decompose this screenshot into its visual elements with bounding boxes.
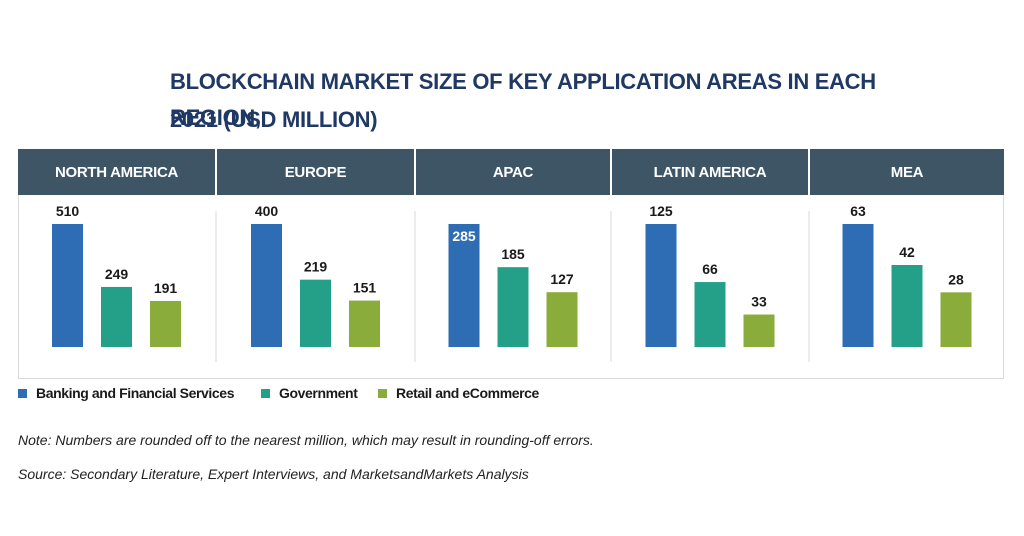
region-header-europe: EUROPE: [284, 163, 347, 181]
data-label-latin-america-retail: 33: [751, 294, 767, 310]
region-header-latin-america: LATIN AMERICA: [653, 163, 767, 181]
bar-apac-government: [497, 267, 529, 347]
bar-north-america-government: [101, 286, 132, 347]
bar-north-america-banking: [52, 224, 83, 347]
bar-latin-america-banking: [645, 224, 677, 347]
bar-latin-america-retail: [743, 314, 775, 347]
data-label-mea-retail: 28: [948, 271, 964, 287]
chart-title-line1: BLOCKCHAIN MARKET SIZE OF KEY APPLICATIO…: [170, 69, 876, 130]
bar-europe-retail: [349, 300, 380, 347]
region-header-divider: [414, 149, 416, 195]
data-label-mea-banking: 63: [850, 203, 866, 219]
region-header-north-america: NORTH AMERICA: [54, 163, 179, 181]
data-label-apac-banking: 285: [452, 228, 476, 244]
legend-item-retail: Retail and eCommerce: [378, 385, 539, 401]
bar-europe-government: [300, 279, 331, 347]
bar-mea-retail: [940, 292, 972, 347]
region-header-apac: APAC: [492, 163, 534, 181]
data-label-apac-retail: 127: [550, 271, 574, 287]
bar-apac-retail: [546, 292, 578, 347]
legend-swatch-banking: [18, 388, 27, 398]
bar-mea-government: [891, 265, 923, 347]
legend-swatch-government: [261, 388, 270, 398]
data-label-latin-america-government: 66: [702, 261, 718, 277]
data-label-mea-government: 42: [899, 244, 915, 260]
legend-swatch-retail: [378, 388, 387, 398]
data-label-north-america-government: 249: [105, 266, 129, 282]
region-header-divider: [808, 149, 810, 195]
chart-panel-frame: [18, 195, 1004, 379]
data-label-apac-government: 185: [501, 246, 525, 262]
chart-title-line2: 2021 (USD MILLION): [170, 107, 378, 132]
region-header-mea: MEA: [890, 163, 924, 181]
data-label-north-america-banking: 510: [56, 203, 80, 219]
data-label-europe-government: 219: [304, 259, 328, 275]
region-header-divider: [610, 149, 612, 195]
legend-item-government: Government: [261, 385, 358, 401]
region-header-bar: NORTH AMERICA EUROPE APAC LATIN AMERICA …: [18, 149, 1004, 195]
data-label-latin-america-banking: 125: [649, 203, 673, 219]
data-label-europe-retail: 151: [353, 280, 377, 296]
region-header-divider: [215, 149, 217, 195]
legend-label-government: Government: [279, 385, 358, 401]
footnote-source: Source: Secondary Literature, Expert Int…: [18, 466, 529, 482]
legend-label-retail: Retail and eCommerce: [396, 385, 539, 401]
bar-europe-banking: [251, 224, 282, 347]
bar-mea-banking: [842, 224, 874, 347]
legend-item-banking: Banking and Financial Services: [18, 385, 234, 401]
data-label-north-america-retail: 191: [154, 280, 178, 296]
bar-apac-banking: [448, 224, 480, 347]
bar-latin-america-government: [694, 282, 726, 347]
legend-label-banking: Banking and Financial Services: [36, 385, 235, 401]
data-label-europe-banking: 400: [255, 203, 279, 219]
footnote-note: Note: Numbers are rounded off to the nea…: [18, 432, 594, 448]
bar-north-america-retail: [150, 300, 181, 347]
